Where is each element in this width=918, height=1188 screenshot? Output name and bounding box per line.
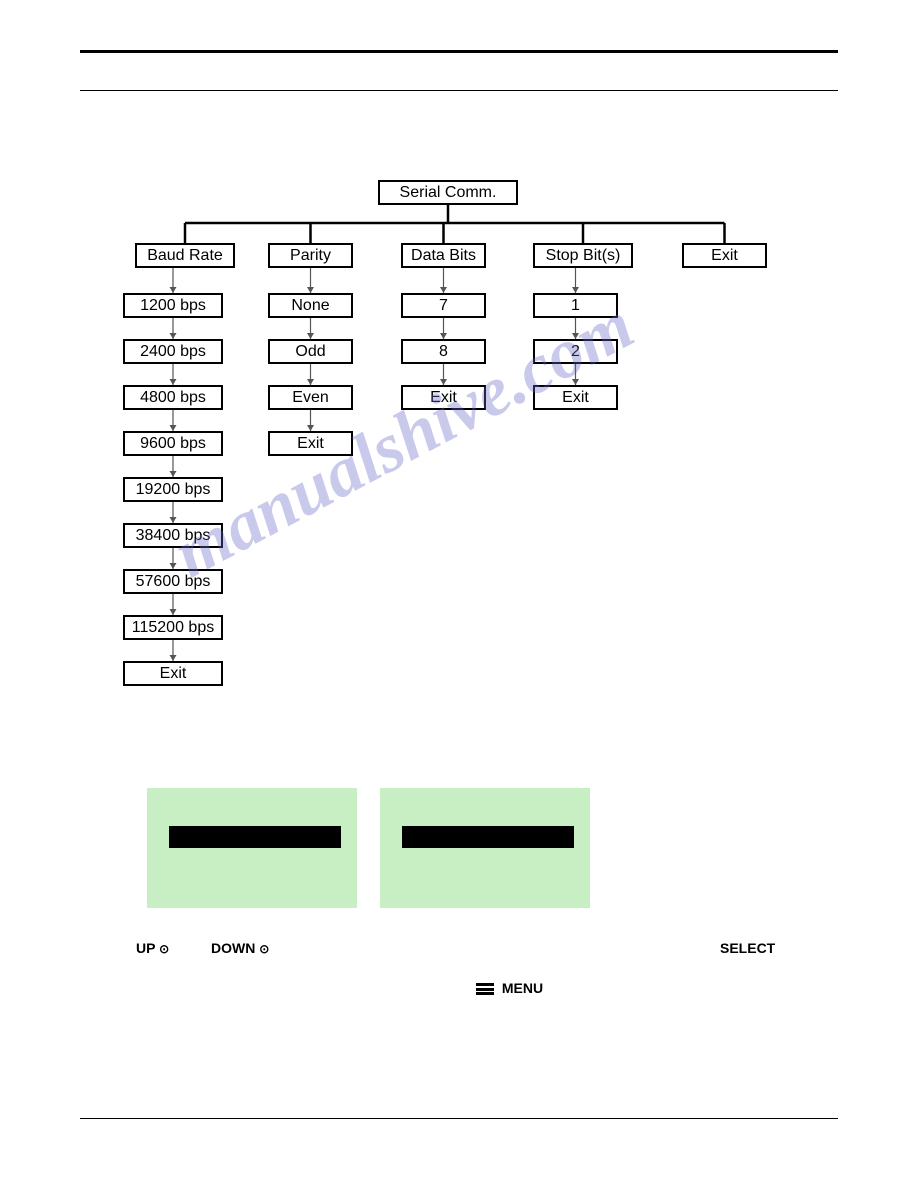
item-parity-0: None (268, 293, 353, 318)
col-header-parity: Parity (268, 243, 353, 268)
up-text: UP (136, 940, 155, 956)
col-header-stop-bits: Stop Bit(s) (533, 243, 633, 268)
item-baud-rate-5: 38400 bps (123, 523, 223, 548)
menu-text: MENU (502, 980, 543, 996)
top-rule (80, 50, 838, 53)
select-text: SELECT (720, 940, 775, 956)
menu-button-label[interactable]: MENU (476, 980, 543, 996)
item-baud-rate-0: 1200 bps (123, 293, 223, 318)
down-text: DOWN (211, 940, 255, 956)
up-icon: ⊙ (159, 942, 169, 956)
item-stop-bits-1: 2 (533, 339, 618, 364)
flowchart: Serial Comm.Baud Rate1200 bps2400 bps480… (135, 180, 790, 700)
bottom-rule (80, 1118, 838, 1119)
down-button-label[interactable]: DOWN ⊙ (211, 940, 269, 956)
lcd-panel-right (380, 788, 590, 908)
item-baud-rate-7: 115200 bps (123, 615, 223, 640)
select-button-label[interactable]: SELECT (720, 940, 775, 956)
up-button-label[interactable]: UP ⊙ (136, 940, 169, 956)
item-stop-bits-0: 1 (533, 293, 618, 318)
down-icon: ⊙ (259, 942, 269, 956)
lcd-row-highlight (169, 826, 341, 848)
lcd-panel-left (147, 788, 357, 908)
item-baud-rate-8: Exit (123, 661, 223, 686)
item-baud-rate-2: 4800 bps (123, 385, 223, 410)
item-data-bits-1: 8 (401, 339, 486, 364)
item-baud-rate-1: 2400 bps (123, 339, 223, 364)
item-stop-bits-2: Exit (533, 385, 618, 410)
col-header-baud-rate: Baud Rate (135, 243, 235, 268)
item-baud-rate-6: 57600 bps (123, 569, 223, 594)
col-header-exit: Exit (682, 243, 767, 268)
lcd-row-highlight (402, 826, 574, 848)
item-data-bits-2: Exit (401, 385, 486, 410)
item-data-bits-0: 7 (401, 293, 486, 318)
item-parity-1: Odd (268, 339, 353, 364)
top-rule-2 (80, 90, 838, 91)
menu-icon (476, 983, 494, 995)
item-baud-rate-4: 19200 bps (123, 477, 223, 502)
item-parity-2: Even (268, 385, 353, 410)
col-header-data-bits: Data Bits (401, 243, 486, 268)
root-box: Serial Comm. (378, 180, 518, 205)
item-baud-rate-3: 9600 bps (123, 431, 223, 456)
item-parity-3: Exit (268, 431, 353, 456)
